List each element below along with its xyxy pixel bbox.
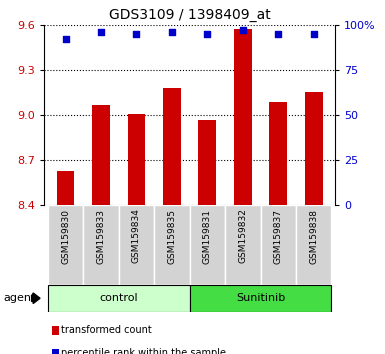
Text: GSM159834: GSM159834: [132, 209, 141, 263]
Bar: [190, 205, 225, 285]
Bar: [305, 92, 323, 205]
Bar: [234, 29, 252, 205]
Title: GDS3109 / 1398409_at: GDS3109 / 1398409_at: [109, 8, 271, 22]
Text: GSM159831: GSM159831: [203, 209, 212, 263]
Bar: [190, 285, 331, 312]
Text: control: control: [99, 293, 138, 303]
Text: Sunitinib: Sunitinib: [236, 293, 285, 303]
Text: GSM159838: GSM159838: [309, 209, 318, 263]
Text: percentile rank within the sample: percentile rank within the sample: [61, 348, 226, 354]
Text: GSM159835: GSM159835: [167, 209, 176, 263]
Point: [311, 31, 317, 37]
Point: [133, 31, 139, 37]
Bar: [163, 88, 181, 205]
Text: GSM159833: GSM159833: [97, 209, 105, 263]
Point: [240, 27, 246, 33]
Bar: [48, 285, 190, 312]
Text: transformed count: transformed count: [61, 325, 152, 335]
Point: [98, 29, 104, 35]
Bar: [48, 205, 83, 285]
Point: [204, 31, 211, 37]
Bar: [119, 205, 154, 285]
Text: GSM159832: GSM159832: [238, 209, 247, 263]
Bar: [261, 205, 296, 285]
Point: [62, 36, 69, 42]
Bar: [296, 205, 331, 285]
Bar: [127, 114, 145, 205]
Text: GSM159830: GSM159830: [61, 209, 70, 263]
Text: GSM159837: GSM159837: [274, 209, 283, 263]
Bar: [199, 120, 216, 205]
Bar: [270, 102, 287, 205]
Bar: [225, 205, 261, 285]
Point: [275, 31, 281, 37]
Bar: [83, 205, 119, 285]
Bar: [57, 171, 74, 205]
Bar: [92, 104, 110, 205]
Point: [169, 29, 175, 35]
Text: agent: agent: [4, 293, 36, 303]
Bar: [154, 205, 190, 285]
